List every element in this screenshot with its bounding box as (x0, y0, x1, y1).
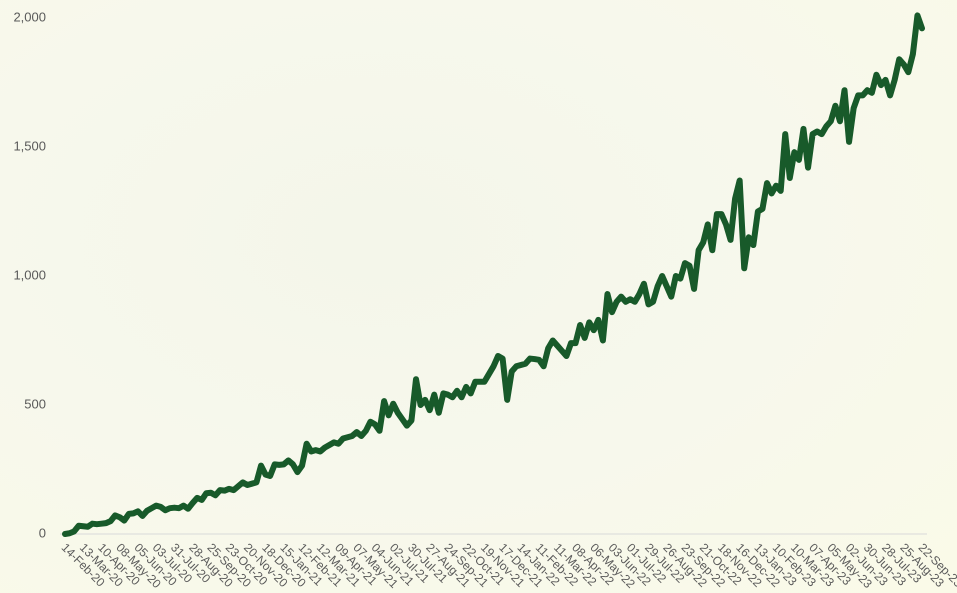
y-tick-label: 1,500 (13, 138, 46, 153)
y-tick-label: 0 (39, 525, 46, 540)
y-tick-label: 1,000 (13, 267, 46, 282)
y-tick-label: 500 (24, 396, 46, 411)
y-tick-label: 2,000 (13, 9, 46, 24)
data-line (62, 12, 925, 537)
